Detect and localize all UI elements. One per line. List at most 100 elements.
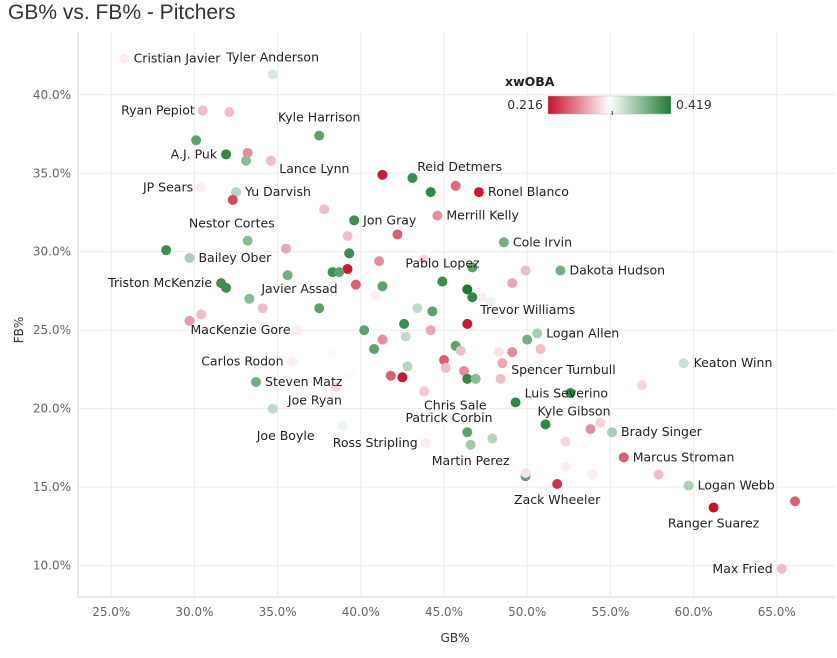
scatter-point bbox=[330, 381, 341, 392]
y-tick-label: 40.0% bbox=[33, 88, 71, 102]
point-label: Reid Detmers bbox=[417, 159, 502, 174]
scatter-point bbox=[532, 328, 543, 339]
legend-min-label: 0.216 bbox=[507, 97, 543, 112]
x-tick-label: 65.0% bbox=[758, 605, 796, 619]
scatter-point bbox=[462, 284, 473, 295]
point-label: Brady Singer bbox=[621, 424, 703, 439]
scatter-point bbox=[432, 210, 443, 221]
point-label: Javier Assad bbox=[260, 281, 337, 296]
scatter-point bbox=[287, 356, 298, 367]
x-tick-label: 35.0% bbox=[259, 605, 297, 619]
scatter-point bbox=[196, 182, 207, 193]
scatter-point bbox=[510, 397, 521, 408]
scatter-point bbox=[560, 436, 571, 447]
point-labels: Cristian Javier Tyler Anderson Ryan Pepiot… bbox=[107, 49, 775, 575]
scatter-point bbox=[241, 155, 252, 166]
x-axis-title: GB% bbox=[441, 631, 470, 645]
x-tick-label: 25.0% bbox=[92, 605, 130, 619]
scatter-point bbox=[374, 256, 385, 267]
scatter-point bbox=[377, 169, 388, 180]
scatter-point bbox=[462, 427, 473, 438]
scatter-point bbox=[425, 325, 436, 336]
scatter-point bbox=[267, 403, 278, 414]
scatter-point bbox=[327, 348, 338, 359]
scatter-point bbox=[485, 296, 496, 307]
point-label: Ross Stripling bbox=[333, 435, 418, 450]
point-label: MacKenzie Gore bbox=[191, 322, 291, 337]
scatter-point bbox=[407, 172, 418, 183]
scatter-point bbox=[540, 419, 551, 430]
point-label: Steven Matz bbox=[265, 374, 343, 389]
scatter-point bbox=[392, 229, 403, 240]
scatter-point bbox=[473, 187, 484, 198]
scatter-point bbox=[221, 282, 232, 293]
x-tick-label: 50.0% bbox=[508, 605, 546, 619]
scatter-point bbox=[560, 461, 571, 472]
scatter-point bbox=[450, 180, 461, 191]
point-label: Ranger Suarez bbox=[668, 516, 760, 531]
scatter-point bbox=[231, 187, 242, 198]
point-label: Keaton Winn bbox=[694, 355, 773, 370]
scatter-point bbox=[565, 387, 576, 398]
scatter-point bbox=[319, 204, 330, 215]
point-label: Cristian Javier bbox=[134, 51, 222, 66]
y-tick-label: 10.0% bbox=[33, 559, 71, 573]
scatter-point bbox=[467, 262, 478, 273]
scatter-point bbox=[425, 187, 436, 198]
point-label: Joe Boyle bbox=[256, 428, 315, 443]
scatter-point bbox=[292, 325, 303, 336]
scatter-point bbox=[477, 292, 488, 303]
point-label: Marcus Stroman bbox=[633, 449, 735, 464]
y-tick-label: 25.0% bbox=[33, 323, 71, 337]
scatter-point bbox=[400, 331, 411, 342]
scatter-point bbox=[470, 373, 481, 384]
scatter-point bbox=[359, 325, 370, 336]
x-tick-label: 30.0% bbox=[175, 605, 213, 619]
x-axis: 25.0% 30.0% 35.0% 40.0% 45.0% 50.0% 55.0% 60.0%… bbox=[78, 596, 835, 619]
y-tick-label: 20.0% bbox=[33, 402, 71, 416]
scatter-point bbox=[397, 372, 408, 383]
scatter-point bbox=[637, 380, 648, 391]
scatter-point bbox=[462, 318, 473, 329]
scatter-point bbox=[587, 469, 598, 480]
point-label: Trevor Williams bbox=[479, 302, 575, 317]
scatter-point bbox=[444, 413, 455, 424]
legend-color-ramp bbox=[547, 95, 672, 115]
scatter-point bbox=[455, 345, 466, 356]
point-label: Cole Irvin bbox=[513, 234, 572, 249]
scatter-point bbox=[465, 439, 476, 450]
point-label: Patrick Corbin bbox=[405, 410, 492, 425]
scatter-point bbox=[377, 334, 388, 345]
scatter-point bbox=[184, 253, 195, 263]
point-label: Triston McKenzie bbox=[107, 275, 212, 290]
scatter-point bbox=[197, 105, 208, 116]
point-label: Lance Lynn bbox=[279, 161, 349, 176]
scatter-point bbox=[242, 235, 253, 246]
scatter-point bbox=[462, 373, 473, 384]
scatter-point bbox=[369, 344, 380, 355]
scatter-point bbox=[377, 281, 388, 292]
scatter-point bbox=[520, 265, 531, 276]
scatter-point bbox=[196, 309, 207, 320]
legend-max-label: 0.419 bbox=[676, 97, 712, 112]
scatter-point bbox=[427, 306, 438, 317]
scatter-point bbox=[467, 292, 478, 303]
scatter-point bbox=[370, 290, 381, 301]
scatter-point bbox=[419, 254, 430, 265]
scatter-point bbox=[385, 370, 396, 381]
data-points bbox=[119, 53, 801, 574]
scatter-point bbox=[337, 420, 348, 431]
scatter-point bbox=[618, 452, 629, 463]
chart-title: GB% vs. FB% - Pitchers bbox=[8, 1, 236, 24]
scatter-point bbox=[419, 386, 430, 397]
scatter-point bbox=[507, 278, 518, 289]
point-label: Logan Webb bbox=[698, 478, 775, 493]
grid-lines bbox=[78, 32, 835, 597]
point-label: JP Sears bbox=[142, 179, 193, 194]
scatter-point bbox=[342, 231, 353, 242]
scatter-point bbox=[265, 155, 276, 166]
point-label: Kyle Harrison bbox=[278, 110, 361, 125]
legend-title: xwOBA bbox=[505, 74, 555, 89]
point-label: Yu Darvish bbox=[244, 184, 311, 199]
